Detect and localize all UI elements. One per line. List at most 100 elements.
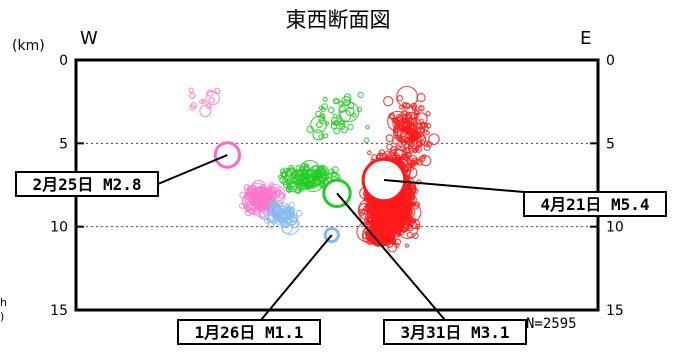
hypocenter-point	[277, 201, 284, 208]
hypocenter-point	[206, 89, 214, 97]
hypocenter-point	[263, 210, 269, 216]
hypocenter-point	[189, 92, 196, 100]
callout-label: 1月26日 M1.1	[194, 323, 303, 342]
hypocenter-point	[338, 101, 360, 123]
hypocenter-point	[343, 93, 352, 102]
y-tick-label-right: 10	[606, 220, 624, 236]
callout-leader-line	[336, 192, 446, 321]
hypocenter-point	[416, 93, 426, 103]
hypocenter-point	[388, 112, 395, 120]
hypocenter-point	[382, 202, 389, 209]
hypocenter-point	[418, 106, 423, 111]
hypocenter-point	[404, 143, 410, 149]
hypocenter-point	[251, 208, 257, 214]
hypocenter-point	[333, 127, 341, 135]
y-tick-label-left: 10	[50, 220, 68, 236]
hypocenter-point	[367, 228, 376, 237]
hypocenter-point	[248, 182, 266, 200]
direction-label-east: E	[580, 28, 591, 49]
hypocenter-point	[266, 195, 274, 203]
hypocenter-point	[392, 120, 416, 143]
hypocenter-point	[386, 208, 395, 217]
hypocenter-point	[331, 171, 337, 177]
hypocenter-point	[412, 129, 419, 136]
hypocenter-point	[322, 96, 328, 103]
hypocenter-point	[315, 110, 322, 118]
callout-leader-line	[383, 179, 525, 193]
y-tick-label-right: 5	[606, 136, 615, 152]
chart-title: 東西断面図	[285, 8, 391, 32]
hypocenter-point	[385, 134, 394, 143]
hypocenter-point	[290, 220, 299, 228]
hypocenter-point	[338, 122, 346, 130]
hypocenter-point	[410, 117, 418, 125]
y-axis-label-fragment-bottom: )	[0, 310, 4, 323]
callout-box	[523, 191, 667, 217]
hypocenter-point	[411, 106, 417, 112]
hypocenter-point	[311, 177, 321, 187]
hypocenter-point	[306, 125, 314, 133]
callout-box	[15, 171, 159, 197]
hypocenter-point	[394, 242, 400, 248]
hypocenter-point	[285, 185, 293, 193]
hypocenter-point	[397, 137, 404, 143]
hypocenter-point	[421, 122, 427, 129]
hypocenter-point	[284, 174, 290, 181]
hypocenter-point	[295, 209, 303, 217]
hypocenter-point	[274, 189, 282, 197]
callout-box	[383, 319, 527, 345]
hypocenter-point	[423, 143, 431, 152]
y-tick-label-right: 0	[606, 53, 615, 69]
hypocenter-point	[199, 99, 204, 105]
hypocenter-point	[378, 149, 386, 156]
hypocenter-point	[418, 155, 426, 162]
event-count-label: N=2595	[526, 316, 577, 332]
hypocenter-point	[330, 116, 339, 125]
hypocenter-point	[256, 200, 262, 206]
hypocenter-point	[339, 120, 345, 126]
hypocenter-point	[418, 133, 425, 141]
hypocenter-point	[396, 95, 404, 102]
hypocenter-point	[394, 211, 400, 217]
hypocenter-point	[331, 120, 336, 125]
hypocenter-point	[423, 122, 429, 128]
hypocenter-point	[259, 212, 266, 219]
hypocenter-point	[401, 117, 407, 123]
hypocenter-point	[345, 107, 355, 117]
hypocenter-point	[289, 180, 297, 188]
hypocenter-point	[268, 182, 275, 188]
hypocenter-point	[190, 102, 197, 109]
callout-label: 3月31日 M3.1	[400, 323, 509, 342]
y-axis-unit-label: (km)	[12, 38, 45, 54]
hypocenter-point	[421, 154, 427, 160]
direction-label-west: W	[80, 28, 98, 49]
hypocenter-point	[389, 222, 397, 230]
hypocenter-point	[404, 156, 410, 162]
hypocenter-point	[250, 197, 257, 204]
hypocenter-point	[400, 110, 407, 117]
hypocenter-point	[306, 165, 328, 186]
hypocenter-point	[414, 223, 421, 230]
hypocenter-point	[199, 104, 212, 118]
y-tick-label-left: 15	[50, 303, 68, 319]
hypocenter-point	[391, 238, 397, 244]
hypocenter-point	[267, 221, 275, 229]
hypocenter-point	[405, 207, 412, 214]
hypocenter-point	[364, 213, 371, 220]
hypocenter-point	[365, 124, 370, 130]
y-axis-label-fragment-top: h	[0, 296, 7, 309]
hypocenter-point	[425, 111, 431, 117]
hypocenter-point	[384, 150, 391, 157]
hypocenter-point	[283, 204, 289, 210]
hypocenter-point	[395, 198, 402, 206]
hypocenter-point	[188, 87, 194, 94]
callout-box	[177, 319, 321, 345]
hypocenter-point	[412, 232, 419, 240]
hypocenter-point	[403, 192, 410, 198]
hypocenter-point	[425, 130, 430, 136]
hypocenter-point	[317, 165, 329, 177]
hypocenter-point	[405, 166, 418, 179]
hypocenter-point	[383, 96, 394, 107]
hypocenter-point	[401, 148, 407, 153]
